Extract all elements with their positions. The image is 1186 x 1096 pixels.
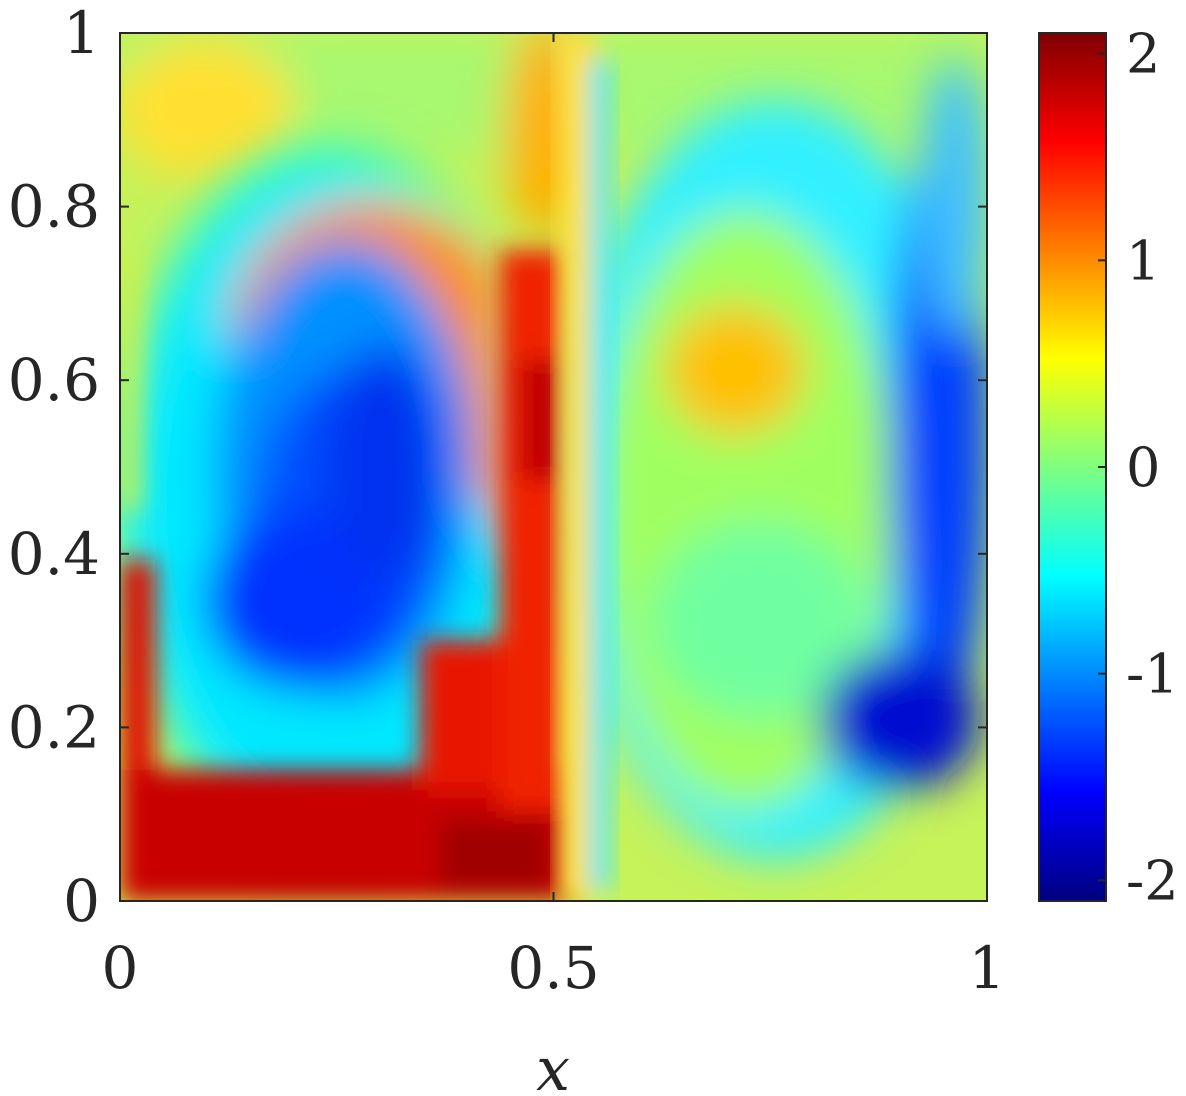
colorbar-ticks: 2 1 0 -1 -2 (1098, 23, 1179, 912)
x-axis-label: x (536, 1035, 570, 1096)
x-tick-label: 0 (102, 934, 139, 1002)
colorbar-tick-label: 2 (1126, 23, 1160, 86)
colorbar-tick-label: 1 (1126, 229, 1160, 292)
colorbar-tick-label: -2 (1126, 849, 1179, 912)
x-tick-label: 0.5 (507, 934, 599, 1002)
heatmap-field (120, 33, 987, 901)
colorbar-tick-label: -1 (1126, 643, 1179, 706)
y-tick-label: 0.6 (8, 346, 100, 414)
y-tick-label: 0 (63, 867, 100, 935)
colorbar-tick-label: 0 (1126, 436, 1160, 499)
y-tick-label: 0.8 (8, 173, 100, 241)
colorbar (1038, 32, 1107, 902)
x-axis-ticks: 0 0.5 1 (102, 33, 1006, 1002)
x-tick-label: 1 (969, 934, 1006, 1002)
y-tick-label: 0.2 (8, 693, 100, 761)
y-tick-label: 0.4 (8, 520, 100, 588)
y-axis-ticks: 0 0.2 0.4 0.6 0.8 1 (8, 0, 987, 935)
y-tick-label: 1 (63, 0, 100, 67)
